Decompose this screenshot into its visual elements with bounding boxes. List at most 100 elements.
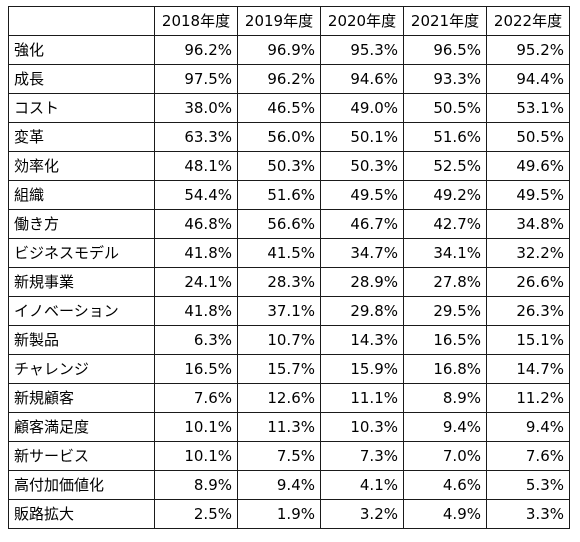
table-cell: 49.2%	[403, 180, 487, 210]
table-cell: 14.7%	[486, 354, 570, 384]
table-cell: 50.5%	[403, 93, 487, 123]
table-cell: 15.1%	[486, 325, 570, 355]
table-row: 働き方 46.8% 56.6% 46.7% 42.7% 34.8%	[8, 209, 570, 239]
table-row: イノベーション 41.8% 37.1% 29.8% 29.5% 26.3%	[8, 296, 570, 326]
table-cell: 63.3%	[154, 122, 238, 152]
table-cell: 41.5%	[237, 238, 321, 268]
table-cell: 97.5%	[154, 64, 238, 94]
table-cell: 7.0%	[403, 441, 487, 471]
table-cell: 28.3%	[237, 267, 321, 297]
table-cell: 29.8%	[320, 296, 404, 326]
table-row: 顧客満足度 10.1% 11.3% 10.3% 9.4% 9.4%	[8, 412, 570, 442]
table-cell: 53.1%	[486, 93, 570, 123]
table-row: 組織 54.4% 51.6% 49.5% 49.2% 49.5%	[8, 180, 570, 210]
table-cell: 94.4%	[486, 64, 570, 94]
table-cell: 10.1%	[154, 441, 238, 471]
table-cell: 34.7%	[320, 238, 404, 268]
table-cell: 16.5%	[403, 325, 487, 355]
corner-cell	[8, 6, 155, 36]
row-label: イノベーション	[8, 296, 155, 326]
row-label: 効率化	[8, 151, 155, 181]
table-cell: 12.6%	[237, 383, 321, 413]
row-label: 組織	[8, 180, 155, 210]
table-cell: 50.5%	[486, 122, 570, 152]
table-cell: 52.5%	[403, 151, 487, 181]
table-cell: 49.5%	[320, 180, 404, 210]
table-cell: 3.3%	[486, 499, 570, 529]
table-row: 新製品 6.3% 10.7% 14.3% 16.5% 15.1%	[8, 325, 570, 355]
table-cell: 95.2%	[486, 35, 570, 65]
header-row: 2018年度 2019年度 2020年度 2021年度 2022年度	[8, 6, 570, 36]
table-cell: 96.9%	[237, 35, 321, 65]
row-label: ビジネスモデル	[8, 238, 155, 268]
table-cell: 7.3%	[320, 441, 404, 471]
table-cell: 49.5%	[486, 180, 570, 210]
row-label: 新規事業	[8, 267, 155, 297]
table-cell: 9.4%	[486, 412, 570, 442]
table-row: 販路拡大 2.5% 1.9% 3.2% 4.9% 3.3%	[8, 499, 570, 529]
table-cell: 1.9%	[237, 499, 321, 529]
table-cell: 9.4%	[403, 412, 487, 442]
table-cell: 49.0%	[320, 93, 404, 123]
table-cell: 24.1%	[154, 267, 238, 297]
row-label: 高付加価値化	[8, 470, 155, 500]
table-cell: 96.2%	[154, 35, 238, 65]
table-cell: 56.0%	[237, 122, 321, 152]
table-cell: 50.1%	[320, 122, 404, 152]
table-cell: 7.6%	[486, 441, 570, 471]
row-label: 新サービス	[8, 441, 155, 471]
row-label: 働き方	[8, 209, 155, 239]
table-cell: 7.6%	[154, 383, 238, 413]
data-table-container: 2018年度 2019年度 2020年度 2021年度 2022年度 強化 96.…	[8, 6, 570, 529]
row-label: 強化	[8, 35, 155, 65]
table-cell: 11.2%	[486, 383, 570, 413]
table-cell: 4.6%	[403, 470, 487, 500]
table-row: 高付加価値化 8.9% 9.4% 4.1% 4.6% 5.3%	[8, 470, 570, 500]
table-cell: 32.2%	[486, 238, 570, 268]
table-cell: 15.7%	[237, 354, 321, 384]
table-cell: 2.5%	[154, 499, 238, 529]
table-row: ビジネスモデル 41.8% 41.5% 34.7% 34.1% 32.2%	[8, 238, 570, 268]
table-cell: 16.8%	[403, 354, 487, 384]
table-cell: 34.1%	[403, 238, 487, 268]
table-cell: 15.9%	[320, 354, 404, 384]
table-cell: 94.6%	[320, 64, 404, 94]
table-cell: 29.5%	[403, 296, 487, 326]
column-header: 2022年度	[486, 6, 570, 36]
table-cell: 5.3%	[486, 470, 570, 500]
table-cell: 56.6%	[237, 209, 321, 239]
table-cell: 51.6%	[237, 180, 321, 210]
table-cell: 95.3%	[320, 35, 404, 65]
table-cell: 96.5%	[403, 35, 487, 65]
table-cell: 48.1%	[154, 151, 238, 181]
table-cell: 10.3%	[320, 412, 404, 442]
column-header: 2019年度	[237, 6, 321, 36]
data-table: 2018年度 2019年度 2020年度 2021年度 2022年度 強化 96.…	[8, 6, 570, 529]
table-row: 効率化 48.1% 50.3% 50.3% 52.5% 49.6%	[8, 151, 570, 181]
table-row: 新サービス 10.1% 7.5% 7.3% 7.0% 7.6%	[8, 441, 570, 471]
row-label: チャレンジ	[8, 354, 155, 384]
table-row: 変革 63.3% 56.0% 50.1% 51.6% 50.5%	[8, 122, 570, 152]
column-header: 2021年度	[403, 6, 487, 36]
table-row: 新規顧客 7.6% 12.6% 11.1% 8.9% 11.2%	[8, 383, 570, 413]
row-label: 新規顧客	[8, 383, 155, 413]
row-label: 変革	[8, 122, 155, 152]
table-cell: 11.3%	[237, 412, 321, 442]
table-cell: 51.6%	[403, 122, 487, 152]
table-row: 成長 97.5% 96.2% 94.6% 93.3% 94.4%	[8, 64, 570, 94]
table-cell: 41.8%	[154, 238, 238, 268]
table-cell: 10.7%	[237, 325, 321, 355]
table-cell: 46.7%	[320, 209, 404, 239]
table-cell: 26.6%	[486, 267, 570, 297]
table-cell: 96.2%	[237, 64, 321, 94]
table-cell: 9.4%	[237, 470, 321, 500]
row-label: 販路拡大	[8, 499, 155, 529]
row-label: 成長	[8, 64, 155, 94]
table-cell: 8.9%	[154, 470, 238, 500]
table-cell: 34.8%	[486, 209, 570, 239]
table-cell: 7.5%	[237, 441, 321, 471]
table-cell: 50.3%	[320, 151, 404, 181]
row-label: 顧客満足度	[8, 412, 155, 442]
column-header: 2020年度	[320, 6, 404, 36]
table-cell: 49.6%	[486, 151, 570, 181]
